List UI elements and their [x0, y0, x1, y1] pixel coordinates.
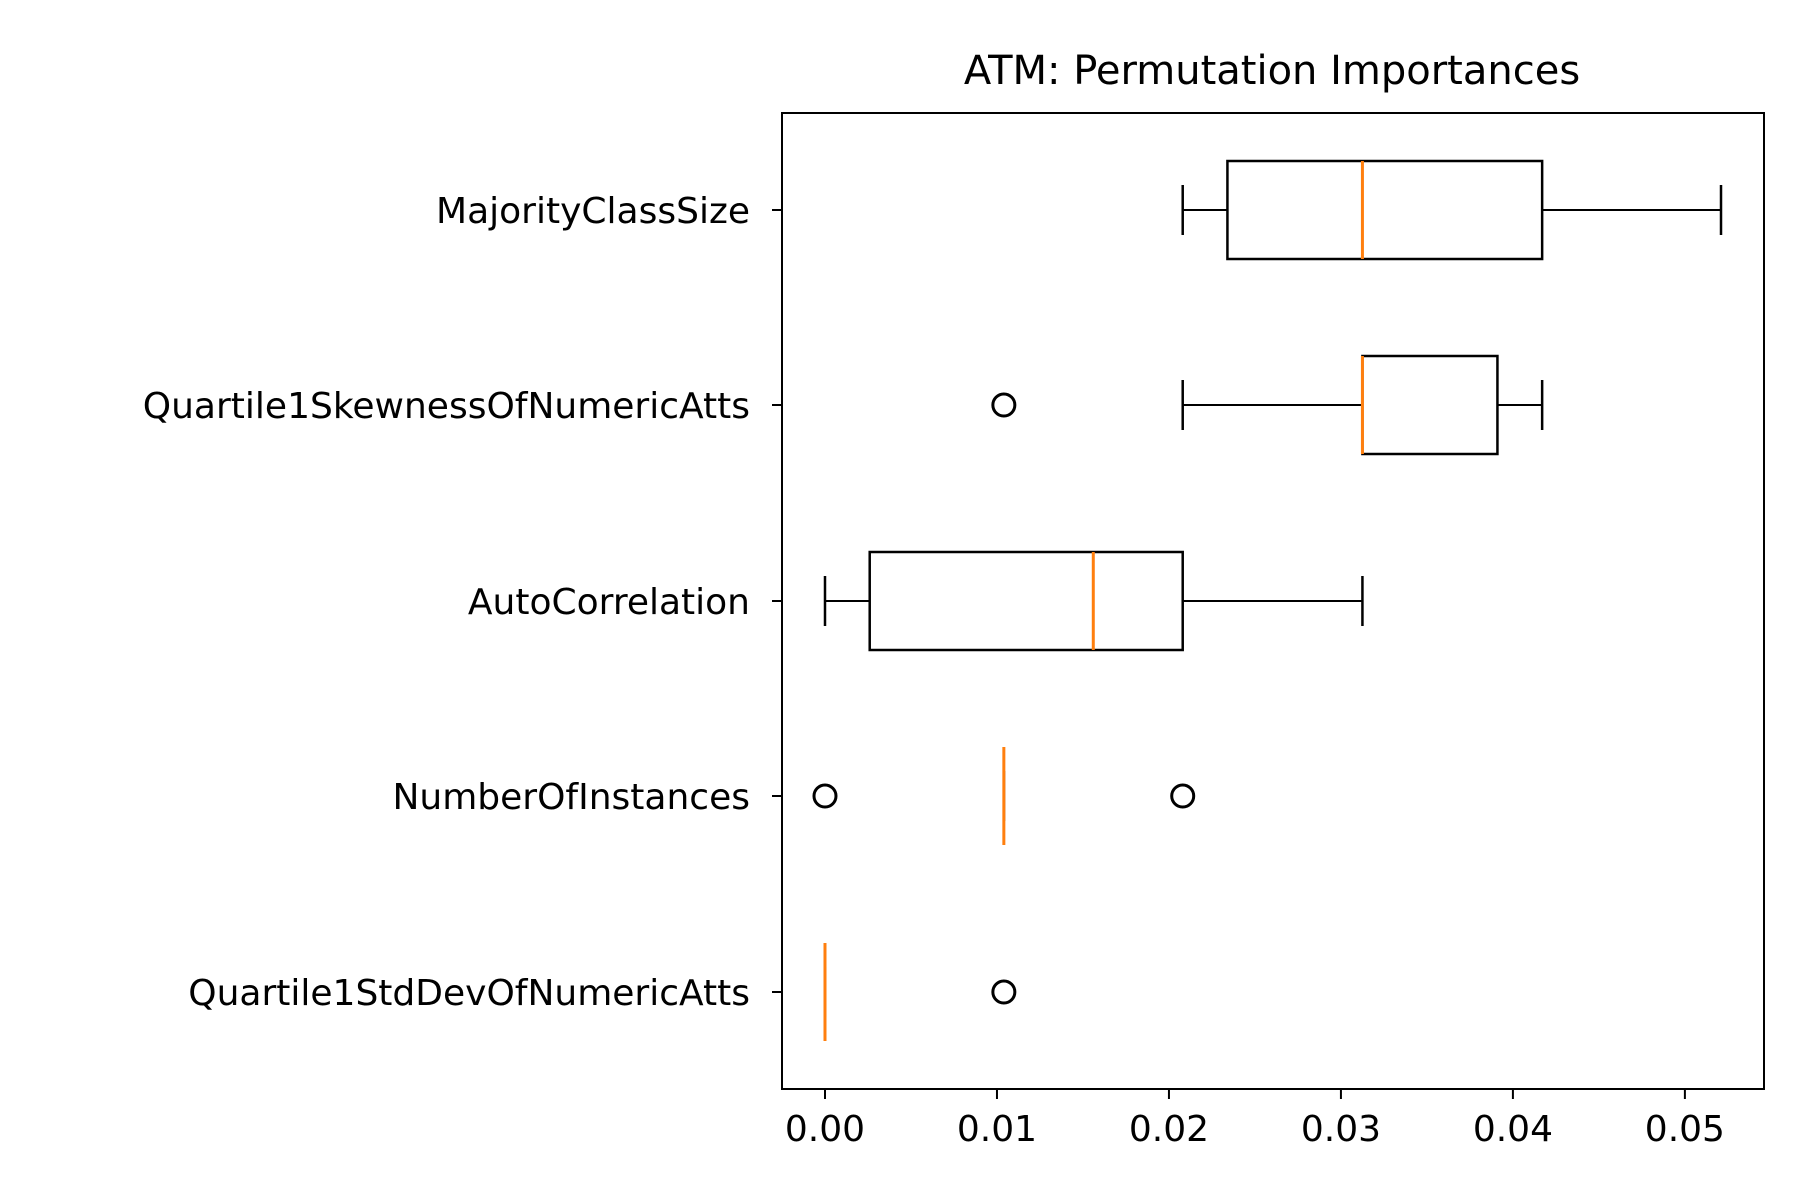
x-tick-label: 0.03 [1301, 1109, 1381, 1150]
y-tick-label: NumberOfInstances [392, 777, 750, 818]
box-group [823, 550, 1364, 652]
box-group [812, 747, 1196, 845]
plot-area [812, 159, 1723, 1041]
box-iqr [1226, 159, 1544, 261]
box-group [991, 354, 1544, 456]
y-tick-label: Quartile1StdDevOfNumericAtts [188, 973, 750, 1014]
y-axis: MajorityClassSize Quartile1SkewnessOfNume… [143, 191, 782, 1014]
y-tick-label: Quartile1SkewnessOfNumericAtts [143, 386, 750, 427]
outlier-point [991, 392, 1017, 418]
x-tick-label: 0.00 [785, 1109, 865, 1150]
x-tick-label: 0.01 [957, 1109, 1037, 1150]
box-group [823, 943, 1017, 1041]
box-iqr [1361, 354, 1499, 456]
outlier-point [812, 783, 838, 809]
x-tick-label: 0.04 [1473, 1109, 1553, 1150]
outlier-point [991, 979, 1017, 1005]
y-tick-label: AutoCorrelation [468, 582, 750, 623]
x-tick-label: 0.02 [1129, 1109, 1209, 1150]
chart-title: ATM: Permutation Importances [964, 48, 1580, 94]
x-axis: 0.00 0.01 0.02 0.03 0.04 0.05 [785, 1089, 1725, 1150]
box-group [1181, 159, 1723, 261]
box-iqr [868, 550, 1184, 652]
y-tick-label: MajorityClassSize [436, 191, 750, 232]
x-tick-label: 0.05 [1645, 1109, 1725, 1150]
outlier-point [1170, 783, 1196, 809]
